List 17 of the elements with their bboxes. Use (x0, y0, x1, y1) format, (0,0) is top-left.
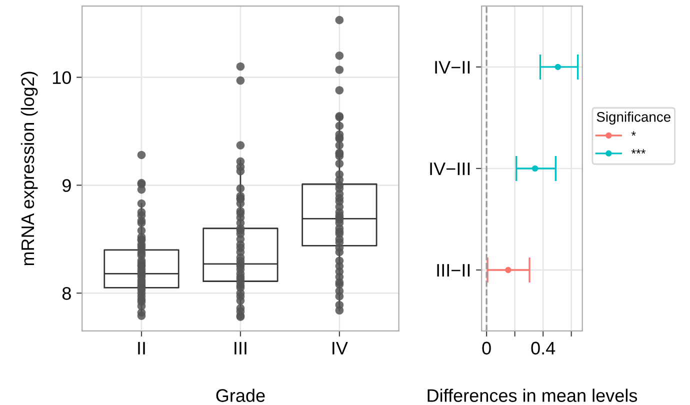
y-tick-label: 8 (62, 287, 71, 300)
y-tick-label: IV−III (430, 162, 470, 176)
x-axis-title: Differences in mean levels (428, 388, 638, 402)
legend-label: * (631, 131, 636, 136)
y-tick-label: III−II (437, 264, 470, 277)
y-axis-title: mRNA expression (log2) (20, 72, 38, 266)
x-tick-label: IV (332, 342, 348, 354)
x-axis-title: Grade (216, 388, 265, 402)
y-tick-label: IV−II (435, 61, 470, 74)
y-tick-label: 9 (62, 179, 71, 192)
x-tick-label: 0.4 (531, 342, 556, 355)
x-tick-label: III (234, 342, 246, 354)
x-tick-label: II (138, 342, 145, 354)
legend-title: Significance (596, 112, 670, 125)
legend-label: *** (631, 149, 646, 154)
x-tick-label: 0 (482, 342, 491, 355)
y-tick-label: 10 (52, 71, 71, 84)
